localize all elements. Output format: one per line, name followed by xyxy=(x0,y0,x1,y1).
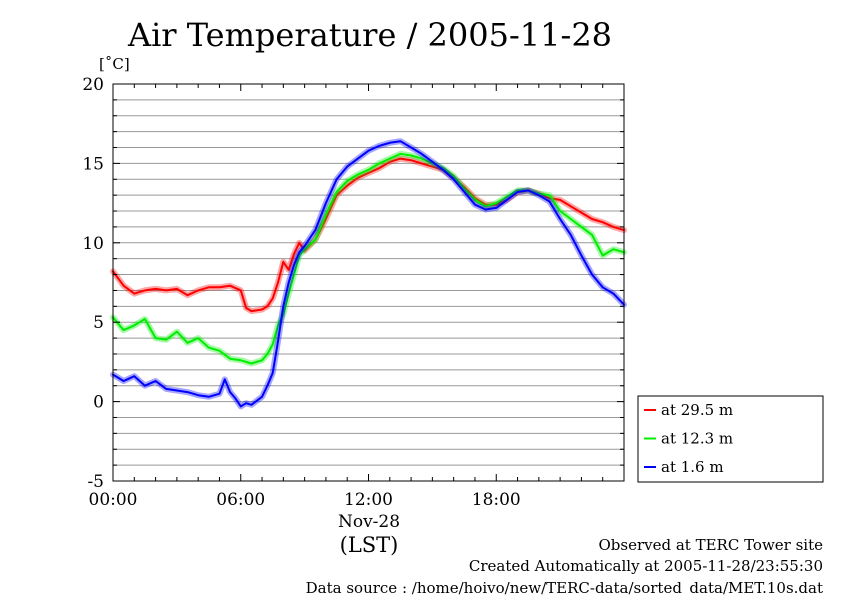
y-tick-labels: -5 0 5 10 15 20 xyxy=(82,75,104,492)
x-tick-label: 12:00 xyxy=(344,490,393,510)
series-line xyxy=(112,157,625,313)
y-tick-label: 20 xyxy=(82,75,104,95)
series-layer xyxy=(110,138,627,410)
chart-title: Air Temperature / 2005-11-28 xyxy=(127,16,612,54)
x-tick-label: 00:00 xyxy=(89,490,138,510)
series-3 xyxy=(110,138,627,410)
grid-lines xyxy=(113,99,624,466)
footer-site: Observed at TERC Tower site xyxy=(598,536,823,554)
legend-label: at 1.6 m xyxy=(661,458,724,476)
series-halo xyxy=(110,138,627,410)
series-line xyxy=(112,140,625,408)
y-tick-label: 5 xyxy=(93,313,104,333)
y-axis-unit-label: [˚C] xyxy=(99,55,130,73)
x-tick-labels: 00:00 06:00 12:00 18:00 xyxy=(89,490,521,510)
plot-frame xyxy=(112,83,625,482)
legend-box xyxy=(637,395,824,483)
x-axis-label: (LST) xyxy=(340,533,399,557)
x-tick-label: 06:00 xyxy=(216,490,265,510)
axis-ticks xyxy=(112,83,625,482)
legend: at 29.5 m at 12.3 m at 1.6 m xyxy=(637,395,824,483)
y-tick-label: 15 xyxy=(82,154,104,174)
x-tick-label: 18:00 xyxy=(472,490,521,510)
y-tick-label: 10 xyxy=(82,234,104,254)
series-1 xyxy=(110,155,627,315)
y-tick-label: 0 xyxy=(93,393,104,413)
footer-source: Data source : /home/hoivo/new/TERC-data/… xyxy=(306,579,823,595)
y-tick-label: -5 xyxy=(87,472,104,492)
date-label: Nov-28 xyxy=(338,512,400,532)
legend-label: at 12.3 m xyxy=(661,430,733,448)
footer-created: Created Automatically at 2005-11-28/23:5… xyxy=(469,557,823,575)
series-halo xyxy=(110,155,627,315)
legend-label: at 29.5 m xyxy=(661,401,733,419)
